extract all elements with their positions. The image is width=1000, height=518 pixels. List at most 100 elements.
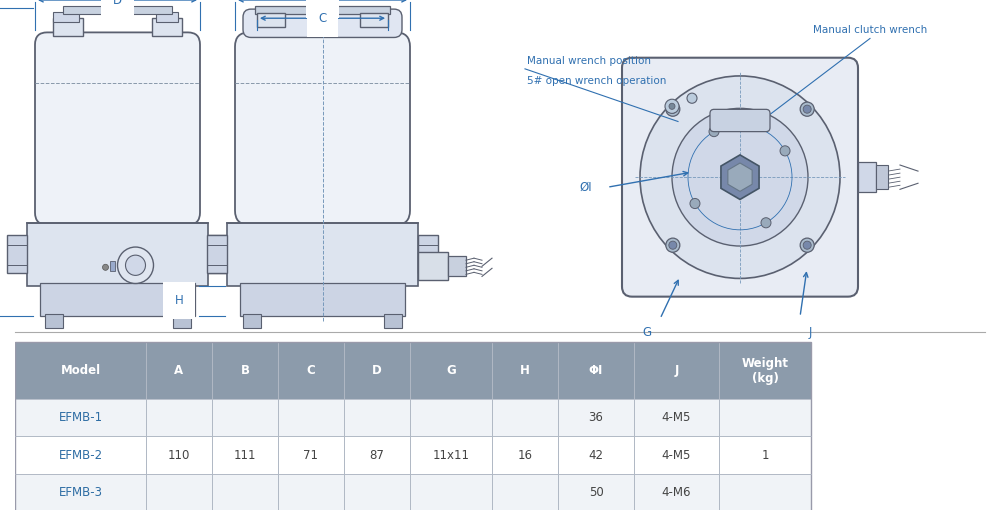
Bar	[15, 474, 146, 511]
Bar	[15, 437, 146, 474]
Circle shape	[803, 241, 811, 249]
Text: 71: 71	[303, 449, 318, 462]
Circle shape	[118, 247, 154, 283]
Bar	[227, 223, 418, 285]
Bar	[212, 437, 278, 474]
Bar	[634, 437, 719, 474]
Bar	[146, 437, 212, 474]
Circle shape	[800, 238, 814, 252]
Text: ØI: ØI	[579, 181, 592, 194]
Bar	[53, 12, 79, 22]
Circle shape	[666, 102, 680, 116]
Bar	[53, 18, 83, 36]
FancyBboxPatch shape	[710, 109, 770, 132]
Text: B: B	[240, 364, 249, 377]
Bar	[278, 437, 344, 474]
Text: A: A	[174, 364, 183, 377]
Circle shape	[666, 238, 680, 252]
Bar	[7, 235, 27, 274]
FancyBboxPatch shape	[243, 9, 402, 37]
Text: C: C	[318, 12, 327, 25]
Bar	[492, 474, 558, 511]
Bar	[719, 437, 811, 474]
Circle shape	[669, 241, 677, 249]
Bar	[719, 399, 811, 437]
Bar	[208, 235, 228, 274]
Bar	[558, 342, 634, 399]
Text: Model: Model	[60, 364, 101, 377]
Bar	[146, 474, 212, 511]
Bar	[344, 342, 410, 399]
Bar	[344, 474, 410, 511]
Text: D: D	[113, 0, 122, 7]
Bar	[410, 474, 492, 511]
Bar	[418, 235, 438, 274]
Bar	[240, 283, 405, 316]
Bar	[15, 399, 146, 437]
Text: 1: 1	[762, 449, 769, 462]
Text: 4-M5: 4-M5	[662, 449, 691, 462]
Bar	[278, 474, 344, 511]
Text: D: D	[372, 364, 382, 377]
Bar	[360, 13, 388, 27]
Bar	[207, 235, 227, 274]
Bar	[344, 437, 410, 474]
Bar	[344, 399, 410, 437]
Bar	[15, 342, 811, 511]
Bar	[257, 13, 285, 27]
Ellipse shape	[640, 76, 840, 279]
Circle shape	[672, 108, 808, 246]
Circle shape	[709, 126, 719, 137]
Bar	[384, 314, 402, 328]
Text: J: J	[674, 364, 679, 377]
Circle shape	[669, 103, 675, 109]
Bar	[876, 165, 888, 190]
Circle shape	[126, 255, 146, 276]
Text: J: J	[808, 326, 812, 339]
Bar	[255, 6, 390, 14]
Circle shape	[665, 99, 679, 113]
Text: EFMB-1: EFMB-1	[58, 411, 103, 424]
Bar	[410, 399, 492, 437]
Bar	[63, 6, 172, 14]
Circle shape	[800, 102, 814, 116]
Text: H: H	[175, 294, 183, 307]
Text: 4-M5: 4-M5	[662, 411, 691, 424]
Bar	[110, 261, 114, 271]
Text: 110: 110	[168, 449, 190, 462]
Bar	[40, 283, 195, 316]
Polygon shape	[728, 163, 752, 191]
Bar	[15, 437, 811, 474]
Text: Manual wrench position: Manual wrench position	[527, 56, 651, 66]
Bar	[212, 399, 278, 437]
Text: Weight
(kg): Weight (kg)	[742, 356, 789, 384]
Text: C: C	[306, 364, 315, 377]
Text: 4-M6: 4-M6	[662, 486, 691, 499]
Text: G: G	[642, 326, 652, 339]
Bar	[448, 256, 466, 277]
Circle shape	[803, 105, 811, 113]
Bar	[278, 399, 344, 437]
Circle shape	[761, 218, 771, 228]
Bar	[719, 342, 811, 399]
Text: 11x11: 11x11	[433, 449, 470, 462]
Bar	[634, 474, 719, 511]
Bar	[278, 342, 344, 399]
Bar	[146, 399, 212, 437]
Bar	[15, 474, 811, 511]
Circle shape	[780, 146, 790, 156]
Bar	[156, 12, 178, 22]
Circle shape	[690, 198, 700, 209]
Bar	[212, 474, 278, 511]
Text: D: D	[318, 0, 327, 7]
Bar	[634, 342, 719, 399]
FancyBboxPatch shape	[622, 57, 858, 297]
Text: Manual clutch wrench: Manual clutch wrench	[813, 25, 927, 35]
Bar	[27, 223, 208, 285]
Bar	[15, 399, 811, 437]
Text: EFMB-3: EFMB-3	[58, 486, 102, 499]
Bar	[558, 437, 634, 474]
Text: H: H	[520, 364, 530, 377]
Bar	[558, 474, 634, 511]
Bar	[418, 252, 448, 280]
